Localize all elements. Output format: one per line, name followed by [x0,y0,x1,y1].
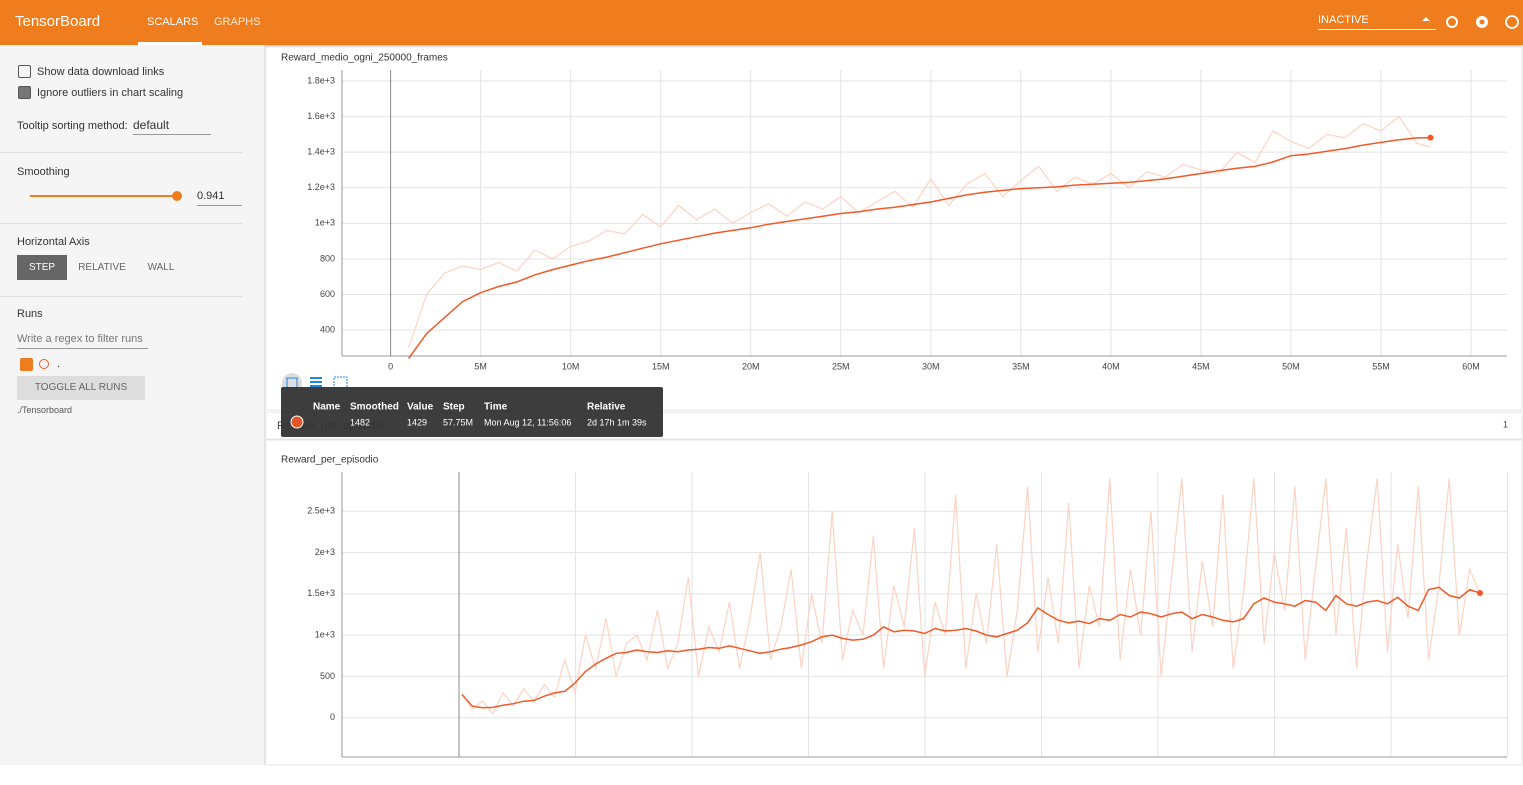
toggle-button[interactable]: TOGGLE ALL RUNS [17,376,145,400]
axis-button[interactable]: RELATIVE [78,262,126,273]
end-point [1427,134,1434,141]
tooltip-cell: Mon Aug 12, 11:56:06 [484,417,571,427]
header: TensorBoard SCALARS GRAPHS INACTIVE [0,0,1523,45]
filter-input[interactable]: Write a regex to filter runs [17,333,148,349]
dropdown[interactable]: default [133,118,211,135]
x-tick-label: 5M [474,361,487,371]
x-tick-label: 15M [652,361,670,371]
x-tick-label: 50M [1282,361,1300,371]
smoothing-input[interactable]: 0.941 [197,190,242,206]
tooltip-cell: 1429 [407,417,427,427]
y-tick-label: 1e+3 [315,218,335,228]
checkbox-checked[interactable] [18,86,31,99]
dropdown-arrow [1422,17,1430,21]
tooltip-header: Time [484,402,508,413]
fit-domain-icon[interactable] [333,376,348,389]
tooltip-swatch [290,415,304,429]
run-color [39,359,49,369]
help-icon[interactable] [1505,15,1519,29]
group-header [265,411,1523,440]
fullscreen-button[interactable] [282,373,302,393]
x-tick-label: 55M [1372,361,1390,371]
run-checkbox[interactable] [20,358,33,371]
slider-knob[interactable] [172,191,182,201]
x-tick-label: 40M [1102,361,1120,371]
tab-underline [138,42,202,45]
y-tick-label: 1.2e+3 [307,182,335,192]
separator [0,296,242,297]
chart-card [265,439,1523,766]
y-tick-label: 0 [330,712,335,722]
x-tick-label: 20M [742,361,760,371]
x-tick-label: 30M [922,361,940,371]
y-tick-label: 500 [320,671,335,681]
x-tick-label: 0 [388,361,393,371]
group-title: Reward_per_episodio [277,420,384,432]
tooltip: Name Smoothed Value Step Time Relative 1482 142… [281,387,663,437]
y-tick-label: 1.4e+3 [307,147,335,157]
series-line [408,115,1431,348]
fullscreen-icon [286,377,298,389]
tab[interactable]: SCALARS [147,16,199,28]
checkbox[interactable] [18,65,31,78]
app-title: TensorBoard [15,13,101,30]
tooltip-cell: 57.75M [443,417,473,427]
y-tick-label: 1.8e+3 [307,75,335,85]
tooltip-header: Smoothed [350,402,399,413]
axis-button[interactable]: STEP [17,255,67,280]
label: Tooltip sorting method: [17,120,128,132]
label: Runs [17,308,43,320]
label: Smoothing [17,166,70,178]
tooltip-header: Value [407,402,434,413]
header-icons [1422,15,1519,29]
tooltip-box [281,387,663,437]
series-line [461,586,1481,709]
series-line [407,136,1431,359]
y-tick-label: 2.5e+3 [307,506,335,516]
chart-toolbar [282,373,348,393]
series-line [461,478,1481,715]
separator [0,223,242,224]
run-name: . [57,358,61,370]
slider-track[interactable] [30,195,177,197]
y-tick-label: 400 [320,324,335,334]
refresh-icon[interactable] [1446,16,1458,28]
group-count: 1 [1503,419,1508,429]
settings-hole [1479,19,1485,25]
axis-button[interactable]: WALL [147,262,175,273]
y-tick-label: 1.5e+3 [307,588,335,598]
y-tick-label: 2e+3 [315,547,335,557]
y-tick-label: 600 [320,289,335,299]
logdir: ./Tensorboard [17,405,73,415]
y-tick-label: 1.6e+3 [307,111,335,121]
x-tick-label: 35M [1012,361,1030,371]
status-dropdown[interactable]: INACTIVE [1318,14,1436,30]
log-scale-icon[interactable] [310,377,322,387]
x-tick-label: 25M [832,361,850,371]
separator [0,152,242,153]
label: Show data download links [37,66,165,78]
label: Ignore outliers in chart scaling [37,87,184,99]
chart-card [265,46,1523,411]
x-tick-label: 60M [1462,361,1480,371]
x-tick-label: 10M [562,361,580,371]
end-point [1477,590,1483,597]
tooltip-header: Name [313,402,341,413]
sidebar: Show data download links Ignore outliers… [0,45,265,765]
tooltip-header: Step [443,402,465,413]
chart-title: Reward_medio_ogni_250000_frames [281,53,448,64]
y-tick-label: 1e+3 [315,630,335,640]
label: Horizontal Axis [17,236,90,248]
chart-title: Reward_per_episodio [281,455,379,466]
y-tick-label: 800 [320,253,335,263]
tab[interactable]: GRAPHS [214,16,261,28]
x-tick-label: 45M [1192,361,1210,371]
tooltip-cell: 1482 [350,417,370,427]
tooltip-header: Relative [587,402,626,413]
tooltip-cell: 2d 17h 1m 39s [587,417,647,427]
